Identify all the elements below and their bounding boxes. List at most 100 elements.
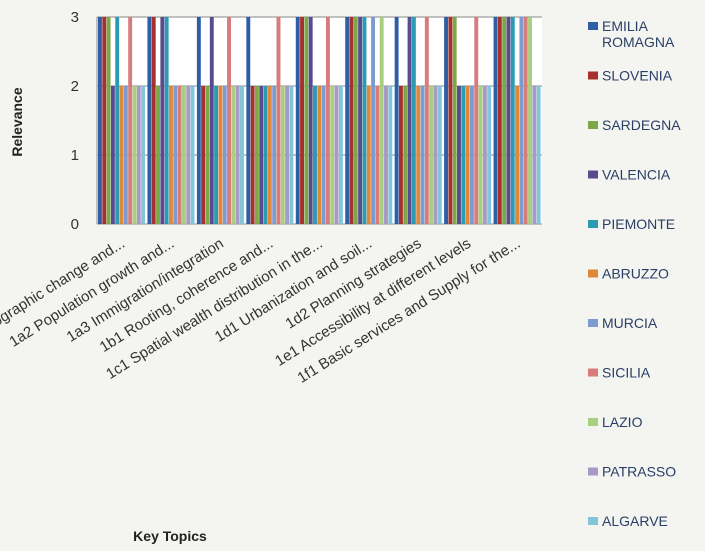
bar <box>110 86 115 224</box>
legend-swatch <box>588 269 598 278</box>
bar <box>371 17 376 224</box>
legend-label: PIEMONTE <box>602 216 675 232</box>
bar <box>523 17 528 224</box>
bar <box>295 17 300 224</box>
bar <box>106 17 111 224</box>
bar <box>181 86 186 224</box>
legend-label: ABRUZZO <box>602 266 669 282</box>
bar <box>482 86 487 224</box>
legend-swatch <box>588 71 598 80</box>
bar <box>214 86 219 224</box>
bar <box>128 17 133 224</box>
bar <box>366 86 371 224</box>
bar <box>136 86 141 224</box>
bar <box>358 17 363 224</box>
legend-swatch <box>588 220 598 228</box>
bar <box>308 17 313 224</box>
bar <box>411 17 416 224</box>
bar <box>313 86 317 224</box>
y-tick-label: 0 <box>71 216 79 233</box>
bars-layer <box>98 17 541 224</box>
bar <box>115 17 120 224</box>
legend-swatch <box>588 467 598 476</box>
bar <box>173 86 178 224</box>
bar <box>156 86 160 224</box>
bar <box>263 86 268 224</box>
bar <box>338 86 343 224</box>
bar <box>147 17 152 224</box>
bar <box>196 17 201 224</box>
bar <box>334 86 339 224</box>
bar <box>289 86 294 224</box>
legend: EMILIA ROMAGNA SLOVENIA SARDEGNA VALENCIA PIE… <box>588 18 681 529</box>
legend-swatch <box>588 319 598 327</box>
bar <box>388 86 393 224</box>
y-tick-label: 3 <box>71 9 79 26</box>
bar <box>461 86 466 224</box>
legend-label: MURCIA <box>602 315 658 331</box>
legend-label: VALENCIA <box>602 167 671 183</box>
bar <box>259 86 264 224</box>
bar <box>285 86 290 224</box>
bar <box>362 17 367 224</box>
bar <box>222 86 227 224</box>
bar <box>151 17 156 224</box>
bar <box>536 86 541 224</box>
bar <box>375 86 380 224</box>
bar <box>452 17 457 224</box>
legend-swatch <box>588 418 598 426</box>
bar <box>119 86 124 224</box>
bar <box>98 17 102 224</box>
bar <box>478 86 483 224</box>
legend-label: SARDEGNA <box>602 117 681 133</box>
bar <box>276 17 281 224</box>
bar <box>218 86 223 224</box>
legend-swatch <box>588 22 598 30</box>
bar <box>190 86 195 224</box>
bar <box>493 17 498 224</box>
bar <box>205 86 210 224</box>
legend-label: SLOVENIA <box>602 68 673 84</box>
bar <box>240 86 244 224</box>
y-axis-title: Relevance <box>9 87 25 156</box>
y-tick-label: 1 <box>71 147 79 164</box>
bar <box>141 86 146 224</box>
bar <box>433 86 438 224</box>
bar <box>345 17 350 224</box>
bar <box>102 17 107 224</box>
bar <box>497 17 502 224</box>
legend-label: LAZIO <box>602 414 643 430</box>
bar <box>160 17 165 224</box>
legend-label-line: ROMAGNA <box>602 34 675 50</box>
bar <box>420 86 425 224</box>
bar <box>519 17 524 224</box>
bar <box>330 86 335 224</box>
bar <box>398 86 403 224</box>
bar <box>349 17 354 224</box>
bar <box>457 86 461 224</box>
bar <box>186 86 191 224</box>
bar <box>394 17 399 224</box>
bar <box>300 17 305 224</box>
legend-label: SICILIA <box>602 365 651 381</box>
legend-label: PATRASSO <box>602 464 676 480</box>
bar <box>325 17 330 224</box>
bar <box>317 86 322 224</box>
legend-swatch <box>588 170 598 179</box>
bar <box>132 86 137 224</box>
bar <box>280 86 285 224</box>
bar <box>429 86 434 224</box>
bar <box>321 86 326 224</box>
bar <box>506 17 511 224</box>
y-tick-label: 2 <box>71 78 79 95</box>
bar <box>487 86 492 224</box>
y-tick-labels: 0 1 2 3 <box>71 9 79 233</box>
x-axis-title: Key Topics <box>133 528 207 544</box>
bar <box>465 86 470 224</box>
bar <box>510 17 515 224</box>
bar <box>177 86 182 224</box>
bar <box>250 86 255 224</box>
bar <box>379 17 384 224</box>
bar <box>502 17 507 224</box>
